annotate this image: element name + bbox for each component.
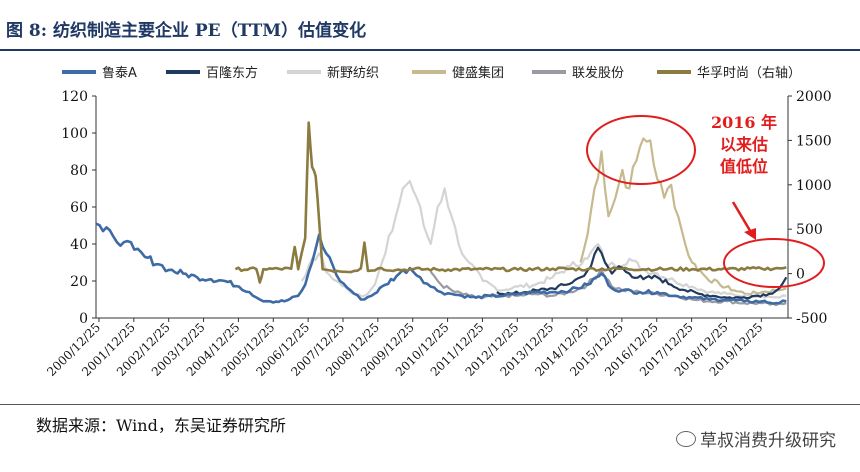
legend-label: 新野纺织 (327, 65, 379, 81)
annotation-text: 2016 年 (711, 113, 777, 132)
right-tick-label: 500 (796, 222, 823, 238)
left-tick-label: 80 (70, 163, 88, 179)
series-line (95, 222, 787, 305)
bottom-rule (0, 404, 860, 405)
series-layer (95, 121, 788, 307)
legend-label: 百隆东方 (206, 65, 258, 81)
legend: 鲁泰A 百隆东方 新野纺织 健盛集团 联发股份 华孚时尚（右轴） (62, 65, 801, 81)
right-tick-label: 1000 (796, 178, 832, 194)
annotation-arrow (731, 201, 754, 235)
right-tick-label: 2000 (796, 89, 832, 105)
series-line (496, 246, 788, 300)
left-tick-label: 120 (61, 89, 88, 105)
legend-label: 鲁泰A (102, 66, 137, 81)
annotation-text: 值低位 (720, 157, 768, 176)
left-tick-label: 20 (70, 274, 88, 290)
figure-title: 图 8: 纺织制造主要企业 PE（TTM）估值变化 (6, 21, 367, 41)
left-tick-label: 40 (70, 237, 88, 253)
highlight-ellipse-top (586, 115, 696, 185)
legend-label: 华孚时尚（右轴） (697, 66, 801, 81)
left-tick-label: 60 (70, 200, 88, 216)
annotation-text: 以来估 (720, 135, 768, 154)
annotation-arrowhead (744, 228, 756, 240)
right-tick-label: 0 (796, 267, 805, 283)
title-rule (0, 49, 860, 51)
source-note: 数据来源：Wind，东吴证券研究所 (36, 416, 286, 435)
series-line (234, 121, 787, 284)
series-line (300, 180, 787, 299)
legend-label: 联发股份 (572, 65, 624, 81)
legend-label: 健盛集团 (452, 65, 504, 81)
right-tick-label: -500 (796, 311, 827, 327)
series-line (579, 137, 787, 296)
axes: 020406080100120-50005001000150020002000/… (44, 89, 831, 379)
wechat-icon (676, 431, 696, 447)
left-tick-label: 100 (61, 126, 88, 142)
watermark: 草叔消费升级研究 (676, 426, 836, 451)
highlight-ellipse-bottom (723, 238, 825, 288)
watermark-text: 草叔消费升级研究 (700, 431, 836, 451)
chart: 鲁泰A 百隆东方 新野纺织 健盛集团 联发股份 华孚时尚（右轴） 0 20 40 60 80 100… (44, 65, 831, 379)
right-tick-label: 1500 (796, 133, 832, 149)
left-tick-label: 0 (79, 311, 88, 327)
